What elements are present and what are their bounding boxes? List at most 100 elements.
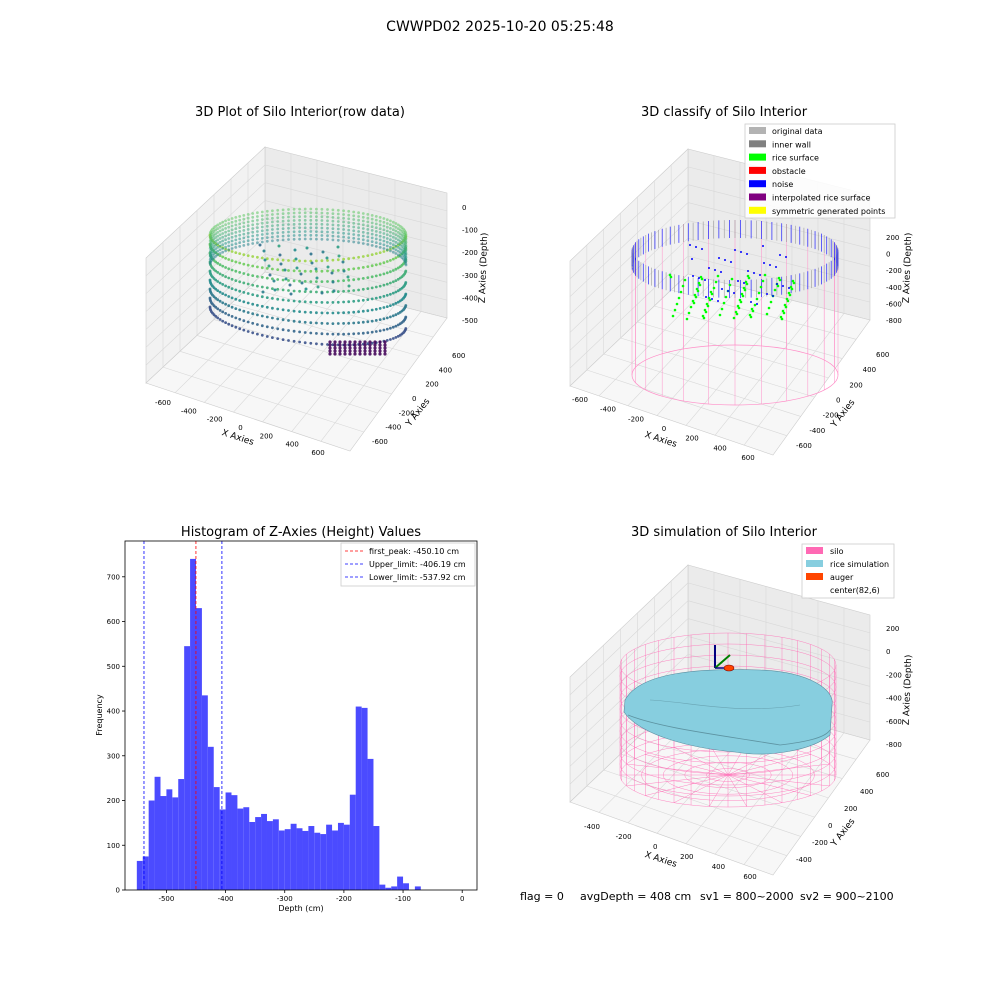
wall-point — [357, 215, 360, 218]
wall-point — [208, 305, 212, 309]
wall-point — [271, 231, 274, 235]
legend-frame — [340, 542, 476, 587]
wall-point — [315, 332, 318, 335]
wall-point — [298, 215, 301, 219]
wall-point — [391, 269, 395, 272]
wall-point — [366, 235, 370, 239]
silo-floor-spoke — [645, 774, 729, 796]
wall-point — [342, 300, 345, 304]
silo-floor-spoke — [727, 774, 811, 796]
wall-point — [246, 235, 250, 239]
wall-point — [242, 214, 246, 217]
histogram-bar — [302, 830, 309, 890]
wall-point — [382, 317, 386, 321]
rice-surface-point — [692, 301, 696, 305]
silo-floor-ring — [684, 761, 772, 789]
grid-line — [687, 600, 871, 652]
histogram-title: Histogram of Z-Axies (Height) Values — [181, 525, 421, 540]
grid-line — [196, 335, 392, 395]
histogram-bar — [278, 830, 285, 890]
wall-point — [309, 222, 313, 226]
wall-point — [224, 293, 228, 297]
wall-point — [298, 289, 301, 293]
wall-point — [370, 244, 374, 247]
surface-point — [342, 269, 346, 273]
wall-point — [216, 280, 220, 283]
wall-point — [394, 237, 398, 240]
histogram-bar — [272, 819, 279, 890]
wall-point — [221, 243, 225, 247]
panel-classify-zlabel: Z Axies (Depth) — [902, 233, 914, 304]
wall-point — [281, 216, 285, 219]
panel-simulation-ylabel: Y Axies — [829, 817, 858, 850]
grid-line — [714, 306, 819, 436]
legend-label: rice simulation — [830, 560, 889, 569]
wall-point — [287, 215, 290, 219]
floor-point — [378, 349, 382, 353]
wall-point — [298, 320, 301, 324]
histogram-bar — [332, 830, 338, 890]
wall-point — [326, 322, 329, 325]
histogram-bar — [190, 558, 196, 890]
histogram-bar — [142, 856, 149, 890]
wall-point — [352, 256, 356, 260]
wall-point — [251, 331, 255, 335]
grid-line — [145, 253, 266, 366]
legend-frame — [744, 123, 896, 219]
wall-point — [298, 259, 301, 263]
legend-label: center(82,6) — [830, 586, 880, 595]
surface-point — [305, 246, 309, 250]
noise-point — [695, 246, 697, 248]
wall-point — [251, 234, 255, 238]
wall-point — [385, 327, 389, 331]
rice-surface-point — [730, 277, 734, 281]
panel-raw-points — [208, 207, 408, 356]
wall-point — [224, 245, 228, 249]
wall-point — [221, 239, 225, 243]
wall-point — [216, 238, 220, 242]
wall-point — [216, 227, 220, 231]
floor-point — [343, 340, 347, 344]
panel-classify-points — [631, 220, 839, 406]
wall-point — [374, 237, 378, 241]
wall-point — [276, 212, 280, 216]
wall-point — [309, 280, 313, 283]
wall-point — [320, 269, 324, 273]
wall-point — [385, 240, 389, 244]
rice-surface-point — [677, 296, 681, 300]
wall-point — [315, 218, 318, 222]
wall-point — [218, 281, 222, 285]
floor-point — [338, 352, 342, 356]
wall-point — [320, 332, 324, 336]
x-tick-label: -500 — [158, 895, 174, 903]
wall-point — [331, 227, 335, 231]
rice-surface-point — [783, 303, 787, 307]
wall-point — [331, 311, 335, 315]
wall-point — [298, 237, 301, 241]
y-tick-label: -200 — [399, 409, 415, 417]
wall-point — [347, 224, 351, 228]
wall-point — [370, 236, 374, 240]
surface-point — [277, 244, 281, 248]
wall-point — [370, 217, 374, 221]
surface-point — [263, 258, 267, 262]
wall-point — [246, 301, 250, 305]
histogram-bar — [355, 706, 362, 890]
noise-point — [698, 277, 700, 279]
wall-point — [230, 250, 234, 253]
wall-point — [227, 244, 231, 248]
rice-surface-point — [749, 315, 753, 319]
wall-point — [347, 217, 351, 221]
rice-surface-point — [718, 313, 722, 317]
wall-point — [271, 228, 274, 231]
wall-point — [389, 219, 392, 223]
wall-point — [260, 225, 264, 229]
wall-point — [326, 332, 329, 336]
silo-floor-spoke — [626, 774, 729, 787]
wall-point — [326, 234, 329, 238]
noise-point — [743, 282, 745, 284]
rice-surface-point — [743, 288, 747, 292]
wall-point — [227, 285, 231, 289]
wall-point — [331, 212, 335, 216]
panel-classify-xlabel: X Axies — [643, 430, 678, 450]
